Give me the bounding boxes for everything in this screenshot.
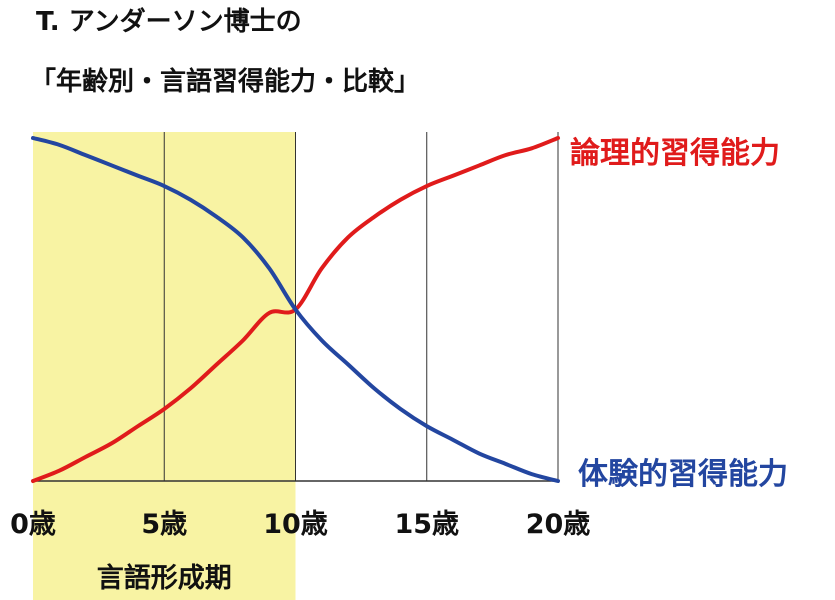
title-line-2: 「年齢別・言語習得能力・比較」 <box>30 66 420 97</box>
title-line-1: T. アンダーソン博士の <box>36 6 302 37</box>
x-tick-label: 20歳 <box>526 509 591 540</box>
x-tick-label: 0歳 <box>10 509 56 540</box>
region-label: 言語形成期 <box>97 562 232 594</box>
x-tick-labels: 0歳 5歳 10歳 15歳 20歳 <box>10 509 590 540</box>
series-label-logical: 論理的習得能力 <box>570 136 780 171</box>
series-line-experiential <box>31 136 560 483</box>
x-tick-label: 15歳 <box>394 509 459 540</box>
series-lines <box>31 136 560 483</box>
x-tick-label: 10歳 <box>263 509 328 540</box>
x-tick-label: 5歳 <box>141 509 187 540</box>
series-label-experiential: 体験的習得能力 <box>578 457 788 492</box>
